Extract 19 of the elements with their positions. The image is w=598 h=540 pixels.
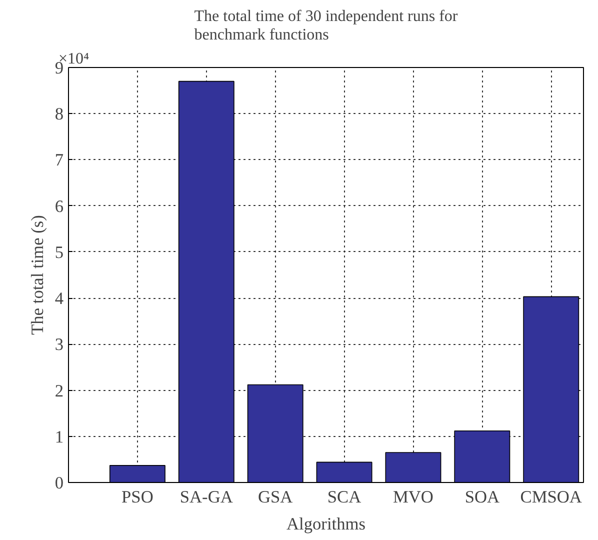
y-tick-label: 6	[54, 196, 64, 216]
x-tick-label: PSO	[122, 488, 154, 506]
x-axis-title: Algorithms	[286, 514, 366, 534]
y-axis-title: The total time (s)	[28, 214, 47, 335]
y-tick-label: 0	[54, 474, 64, 492]
y-tick-label: 5	[54, 242, 64, 262]
x-tick-label: CMSOA	[520, 488, 582, 506]
chart-title: The total time of 30 independent runs for benchmark functions	[194, 8, 458, 44]
x-tick-label: GSA	[258, 488, 294, 506]
y-tick-label: 3	[54, 335, 64, 354]
y-tick-label: 2	[54, 381, 64, 400]
x-tick-label: SCA	[327, 488, 362, 506]
x-tick-label: MVO	[392, 488, 434, 506]
x-tick-label: SA-GA	[180, 488, 234, 506]
y-tick-label: 8	[54, 104, 64, 124]
y-tick-label: 7	[54, 150, 64, 170]
y-tick-label: 4	[54, 289, 64, 308]
x-tick-label: SOA	[464, 488, 500, 506]
y-tick-label: 1	[54, 427, 64, 446]
